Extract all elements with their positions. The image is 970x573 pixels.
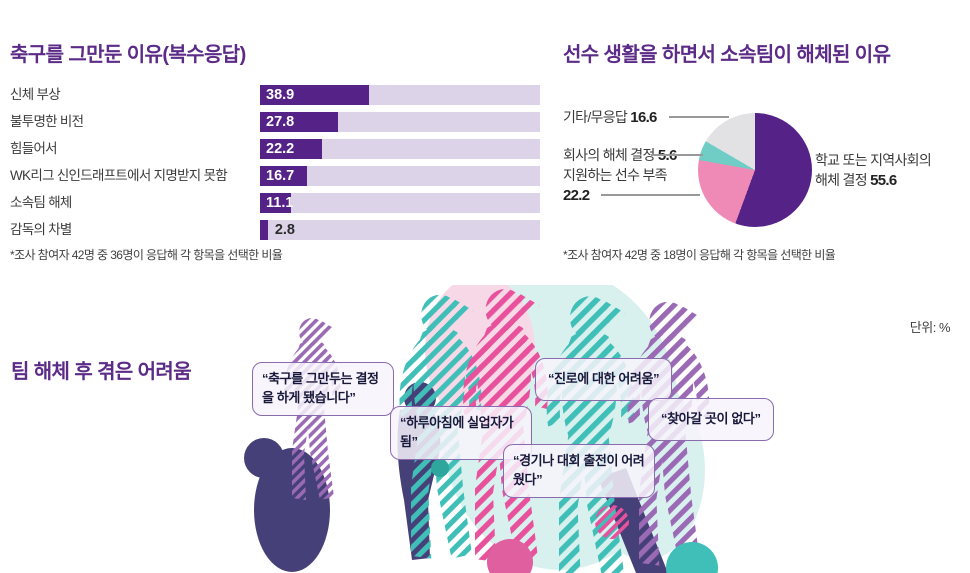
pie-chart-title: 선수 생활을 하면서 소속팀이 해체된 이유	[563, 44, 891, 66]
bar-track: 11.1	[260, 193, 540, 213]
pie-label-other: 기타/무응답 16.6	[563, 109, 657, 126]
navy-figure-body	[254, 448, 330, 572]
bar-row: 힘들어서 22.2	[10, 139, 550, 159]
bar-track: 16.7	[260, 166, 540, 186]
bar-fill	[260, 139, 323, 159]
bar-value: 38.9	[266, 87, 295, 103]
bar-chart-footnote: *조사 참여자 42명 중 36명이 응답해 각 항목을 선택한 비율	[10, 248, 283, 262]
quote-bubble-career-path: “진로에 대한 어려움”	[535, 358, 673, 401]
bar-category-label: 힘들어서	[10, 141, 58, 156]
bar-chart-title: 축구를 그만둔 이유(복수응답)	[10, 44, 246, 66]
ball-teal	[666, 542, 718, 573]
bar-value: 22.2	[266, 141, 295, 157]
bar-fill	[260, 85, 369, 105]
bar-chart: 신체 부상 38.9 불투명한 비전 27.8 힘들어서 22.2 WK리그 신인드래프트에…	[10, 85, 550, 247]
difficulties-title: 팀 해체 후 겪은 어려움	[11, 361, 192, 383]
pie-chart	[698, 113, 812, 227]
bar-value: 27.8	[266, 114, 295, 130]
ball-pink	[487, 539, 533, 573]
unit-label: 단위: %	[909, 320, 951, 335]
bar-category-label: 소속팀 해체	[10, 195, 72, 210]
bar-fill	[260, 220, 268, 240]
bar-fill	[260, 112, 338, 132]
ball-pink-hatched	[595, 505, 629, 539]
bar-track: 2.8	[260, 220, 540, 240]
quote-bubble-nowhere-to-go: “찾아갈 곳이 없다”	[648, 398, 774, 441]
pie-label-lack-value: 22.2	[563, 187, 590, 204]
bar-category-label: WK리그 신인드래프트에서 지명받지 못함	[10, 168, 228, 183]
pie-label-company: 회사의 해체 결정 5.6	[563, 147, 677, 164]
pie-leader-line-other	[669, 116, 729, 118]
bar-category-label: 불투명한 비전	[10, 114, 84, 129]
pie-chart-footnote: *조사 참여자 42명 중 18명이 응답해 각 항목을 선택한 비율	[563, 248, 836, 262]
pie-leader-line-lack	[601, 194, 700, 196]
bar-value: 16.7	[266, 168, 295, 184]
bar-row: WK리그 신인드래프트에서 지명받지 못함 16.7	[10, 166, 550, 186]
bar-track: 22.2	[260, 139, 540, 159]
pie-leader-line-company	[651, 154, 703, 156]
bar-track: 38.9	[260, 85, 540, 105]
bar-value: 2.8	[274, 222, 295, 238]
pie-label-lack: 지원하는 선수 부족	[563, 167, 668, 183]
bar-row: 신체 부상 38.9	[10, 85, 550, 105]
quote-bubble-quit-decision: “축구를 그만두는 결정을 하게 됐습니다”	[252, 362, 394, 416]
bar-row: 소속팀 해체 11.1	[10, 193, 550, 213]
bar-row: 감독의 차별 2.8	[10, 220, 550, 240]
quote-bubble-competitions: “경기나 대회 출전이 어려웠다”	[503, 444, 655, 498]
ball-teal-small	[431, 459, 449, 477]
bar-fill	[260, 166, 307, 186]
bar-value: 11.1	[266, 195, 294, 211]
bar-category-label: 감독의 차별	[10, 222, 72, 237]
bar-fill	[260, 193, 292, 213]
bar-category-label: 신체 부상	[10, 87, 61, 102]
pie-label-school: 학교 또는 지역사회의 해체 결정 55.6	[815, 152, 932, 189]
bar-row: 불투명한 비전 27.8	[10, 112, 550, 132]
bar-track: 27.8	[260, 112, 540, 132]
